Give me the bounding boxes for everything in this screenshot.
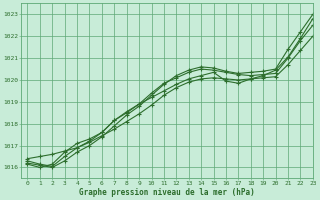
X-axis label: Graphe pression niveau de la mer (hPa): Graphe pression niveau de la mer (hPa) [79,188,255,197]
